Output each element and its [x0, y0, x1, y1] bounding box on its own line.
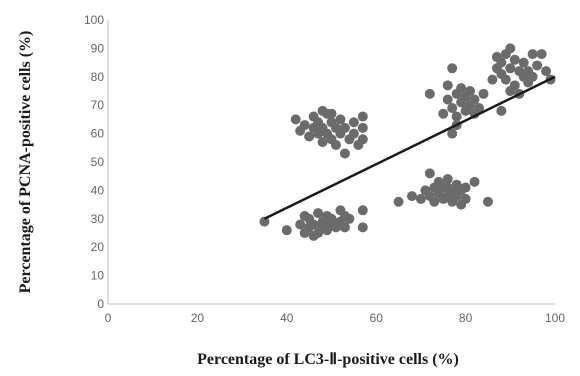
data-point-121	[496, 105, 507, 116]
data-point-7	[308, 219, 319, 230]
y-axis-title: Percentage of PCNA-positive cells (%)	[17, 31, 34, 294]
data-point-108	[509, 54, 520, 65]
data-point-97	[478, 88, 489, 99]
data-point-49	[357, 122, 368, 133]
y-tick-label-2: 20	[91, 240, 105, 254]
data-point-75	[460, 182, 471, 193]
data-point-33	[317, 137, 328, 148]
data-point-118	[532, 60, 543, 71]
data-point-27	[299, 120, 310, 131]
x-tick-label-3: 60	[370, 311, 384, 325]
y-tick-label-1: 10	[91, 269, 105, 283]
data-point-79	[424, 88, 435, 99]
data-point-56	[415, 193, 426, 204]
data-point-24	[299, 228, 310, 238]
data-point-66	[442, 174, 453, 185]
x-tick-label-0: 0	[105, 311, 112, 325]
y-tick-label-7: 70	[91, 98, 105, 112]
data-point-80	[438, 108, 449, 119]
data-point-22	[357, 205, 368, 216]
data-point-44	[339, 122, 350, 133]
x-tick-labels: 0 20 40 60 80 100	[105, 311, 566, 325]
data-point-1	[281, 225, 292, 236]
data-point-21	[344, 213, 355, 224]
data-point-47	[348, 128, 359, 139]
x-tick-label-2: 40	[280, 311, 294, 325]
data-point-93	[465, 86, 476, 96]
data-point-82	[442, 94, 453, 105]
data-point-87	[451, 111, 462, 122]
data-point-46	[348, 117, 359, 128]
y-tick-label-9: 90	[91, 41, 105, 55]
data-point-117	[527, 71, 538, 82]
data-point-50	[357, 111, 368, 122]
data-point-15	[326, 213, 337, 224]
data-point-107	[505, 43, 516, 54]
axes	[107, 20, 555, 305]
data-point-43	[339, 148, 350, 159]
y-tick-label-8: 80	[91, 70, 105, 84]
y-tick-label-10: 100	[84, 13, 104, 27]
data-point-2	[295, 219, 306, 230]
data-point-8	[313, 208, 324, 219]
data-point-28	[304, 131, 315, 142]
y-tick-label-4: 40	[91, 183, 105, 197]
data-point-41	[335, 114, 346, 125]
data-point-106	[505, 63, 516, 74]
data-point-40	[330, 139, 341, 150]
data-point-85	[447, 128, 458, 139]
data-point-23	[357, 222, 368, 233]
x-tick-label-4: 80	[459, 311, 473, 325]
data-point-81	[442, 80, 453, 91]
x-axis-title: Percentage of LC3-Ⅱ-positive cells (%)	[197, 351, 459, 368]
data-point-54	[393, 196, 404, 207]
x-tick-label-1: 20	[191, 311, 205, 325]
data-point-119	[536, 49, 547, 60]
data-point-76	[469, 176, 480, 187]
data-point-61	[429, 196, 440, 207]
data-point-51	[357, 134, 368, 145]
data-point-78	[442, 182, 453, 193]
data-points	[259, 43, 556, 241]
y-tick-label-0: 0	[97, 297, 104, 311]
data-point-103	[496, 57, 507, 68]
data-point-116	[527, 49, 538, 60]
data-point-105	[500, 74, 511, 85]
data-point-53	[326, 108, 337, 119]
data-point-120	[541, 66, 552, 77]
y-tick-labels: 0 10 20 30 40 50 60 70 80 90 100	[84, 13, 104, 311]
data-point-25	[290, 114, 301, 125]
data-point-122	[505, 86, 516, 96]
data-point-77	[482, 196, 493, 207]
data-point-20	[339, 222, 350, 233]
data-point-58	[424, 168, 435, 179]
x-tick-label-5: 100	[545, 311, 565, 325]
y-tick-label-3: 30	[91, 212, 105, 226]
trendline	[263, 75, 556, 220]
data-point-99	[487, 74, 498, 85]
y-tick-label-6: 60	[91, 127, 105, 141]
data-point-52	[317, 105, 328, 116]
data-point-84	[447, 63, 458, 74]
data-point-83	[447, 103, 458, 114]
data-point-113	[518, 57, 529, 68]
data-point-95	[469, 94, 480, 105]
data-point-74	[460, 193, 471, 204]
data-point-0	[259, 216, 270, 227]
y-tick-label-5: 50	[91, 155, 105, 169]
data-point-96	[474, 103, 485, 114]
data-point-55	[406, 191, 417, 202]
data-point-89	[456, 83, 467, 94]
